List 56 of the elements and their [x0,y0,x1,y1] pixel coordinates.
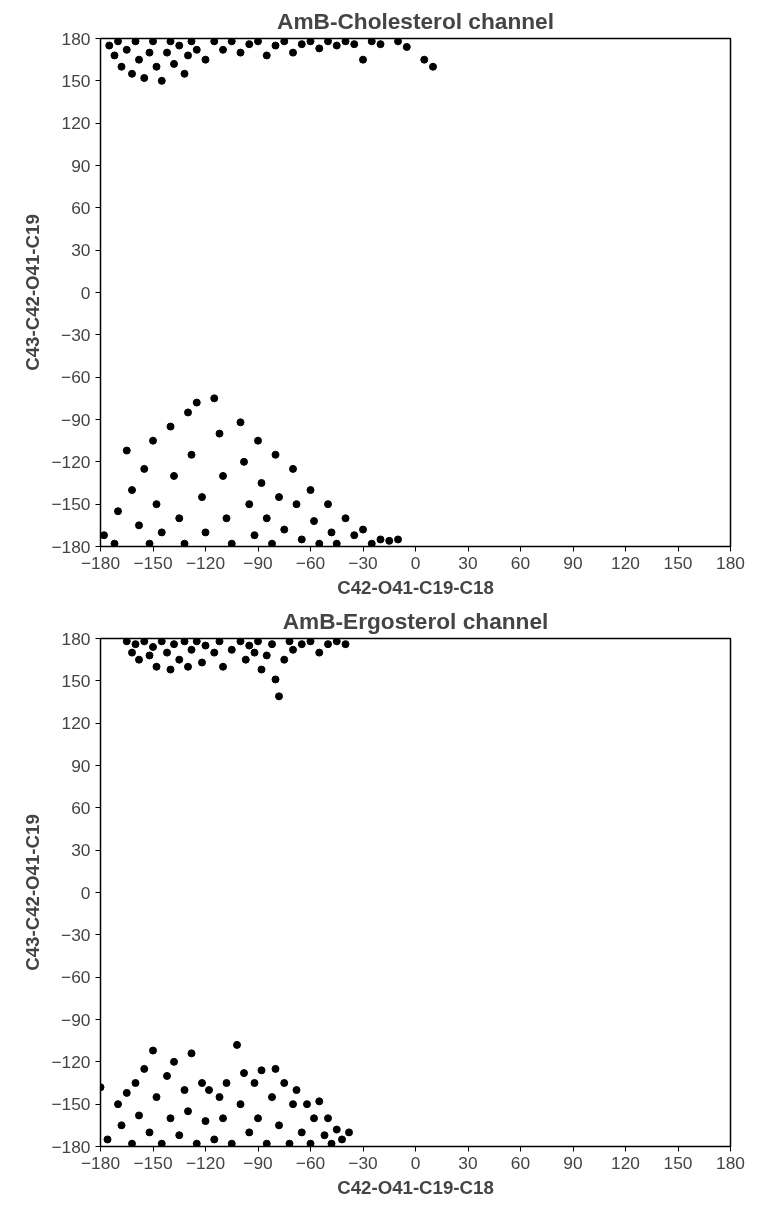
y-tick-label: −60 [61,967,91,988]
y-tick-label: 180 [61,28,91,49]
x-tick-label: −150 [133,1152,173,1173]
x-tick-label: 180 [716,552,745,573]
y-tick-label: 30 [71,840,91,861]
y-tick-label: 60 [71,797,91,818]
y-tick-label: 0 [80,282,91,303]
y-tick-label: −180 [51,536,91,557]
y-tick-label: 0 [80,882,91,903]
x-tick-label: −30 [348,552,378,573]
x-tick-label: 0 [410,552,421,573]
y-tick-label: 60 [71,197,91,218]
x-tick-label: 180 [716,1152,745,1173]
y-tick-label: 90 [71,155,91,176]
x-tick-label: −90 [243,552,273,573]
x-tick-label: 120 [611,1152,640,1173]
x-tick-label: 150 [663,552,693,573]
y-tick-label: −120 [51,451,91,472]
x-tick-label: 90 [563,552,583,573]
x-tick-label: −60 [295,1152,326,1173]
chart-title: AmB-Cholesterol channel [277,7,554,34]
x-axis-title: C42-O41-C19-C18 [337,1176,494,1198]
x-tick-label: 0 [410,1152,421,1173]
y-tick-label: 120 [61,113,91,134]
x-tick-label: 60 [510,552,531,573]
y-tick-label: 30 [71,240,91,261]
y-axis-title: C43-C42-O41-C19 [22,814,44,971]
y-tick-label: 150 [61,70,91,91]
x-tick-label: −90 [243,1152,273,1173]
y-tick-label: −30 [61,324,91,345]
y-tick-label: −120 [51,1051,91,1072]
x-tick-label: −150 [133,552,173,573]
y-tick-label: −150 [51,1094,91,1115]
y-tick-label: −90 [61,409,91,430]
x-tick-label: −120 [185,1152,226,1173]
x-tick-label: 150 [663,1152,693,1173]
x-axis-title: C42-O41-C19-C18 [337,576,494,598]
x-tick-label: 90 [563,1152,583,1173]
y-tick-label: −150 [51,494,91,515]
y-tick-label: −90 [61,1009,91,1030]
x-tick-label: −60 [295,552,326,573]
y-tick-label: 90 [71,755,91,776]
y-tick-label: 120 [61,713,91,734]
x-tick-label: 60 [510,1152,531,1173]
y-tick-label: 180 [61,628,91,649]
y-tick-label: −180 [51,1136,91,1157]
x-tick-label: 30 [458,552,478,573]
y-tick-label: −60 [61,367,91,388]
x-tick-label: 30 [458,1152,478,1173]
y-axis-title: C43-C42-O41-C19 [22,214,44,371]
chart-title: AmB-Ergosterol channel [282,607,549,634]
x-tick-label: −120 [185,552,226,573]
x-tick-label: −30 [348,1152,378,1173]
x-tick-label: 120 [611,552,640,573]
y-tick-label: 150 [61,670,91,691]
y-tick-label: −30 [61,924,91,945]
